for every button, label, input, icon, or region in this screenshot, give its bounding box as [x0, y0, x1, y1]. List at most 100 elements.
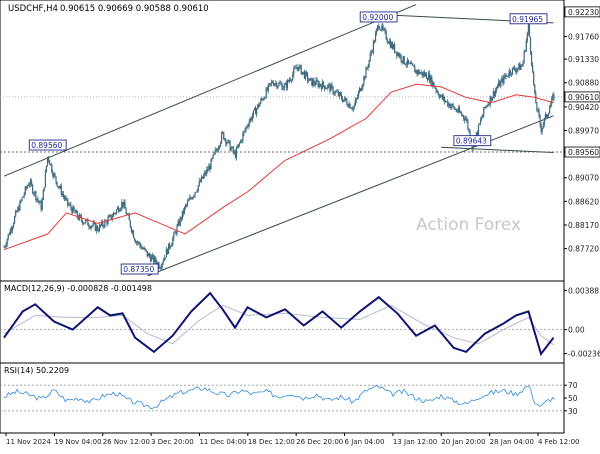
candle-body [343, 99, 345, 102]
candle-body [33, 193, 35, 194]
candle-body [12, 223, 15, 228]
candle-body [325, 88, 327, 90]
candle-body [91, 225, 93, 227]
x-tick-label: 26 Nov 12:00 [103, 438, 150, 446]
candle-body [263, 97, 265, 100]
candle-body [4, 246, 6, 248]
candle-body [115, 209, 118, 214]
candle-body [468, 128, 470, 132]
candle-body [24, 187, 26, 195]
candle-body [303, 71, 306, 79]
candle-body [312, 80, 314, 86]
candle-body [140, 245, 142, 249]
candle-body [37, 198, 39, 201]
candle-body [187, 201, 189, 205]
candle-body [477, 124, 480, 135]
candle-body [502, 78, 504, 84]
ohlc-label: 0.90615 0.90669 0.90588 0.90610 [60, 4, 209, 14]
candle-body [313, 80, 315, 85]
rsi-y-tick-label: 70 [568, 381, 578, 390]
candle-body [407, 59, 410, 64]
candle-body [419, 72, 421, 75]
candle-body [520, 66, 522, 70]
candle-body [518, 63, 520, 69]
candle-body [302, 71, 304, 73]
candle-body [169, 243, 171, 248]
candle-body [110, 214, 112, 219]
candle-body [391, 43, 394, 49]
candle-body [234, 151, 237, 158]
candle-body [532, 64, 534, 72]
watermark: Action Forex [416, 215, 521, 235]
candle-body [359, 88, 361, 92]
candle-body [481, 117, 483, 120]
candle-body [73, 206, 75, 211]
candle-body [379, 28, 381, 30]
candle-body [9, 229, 11, 235]
rsi-y-tick-label: 50 [568, 394, 578, 403]
candle-body [504, 75, 506, 77]
candle-body [100, 224, 102, 226]
candle-body [417, 70, 419, 74]
candle-body [27, 185, 30, 186]
candle-body [498, 81, 500, 87]
candle-body [171, 244, 173, 247]
candle-body [112, 213, 114, 217]
x-tick-label: 4 Feb 12:00 [538, 438, 579, 446]
macd-panel-frame [0, 280, 565, 364]
candle-body [457, 107, 459, 112]
candle-body [278, 83, 280, 87]
macd-main-line [3, 291, 555, 357]
candle-body [411, 63, 413, 65]
candle-body [85, 219, 87, 223]
candle-body [141, 248, 143, 249]
candle-body [536, 103, 538, 111]
candle-body [173, 232, 175, 239]
price-y-tick-label: 0.88620 [568, 197, 599, 206]
candle-body [98, 224, 101, 231]
candle-body [130, 227, 132, 232]
candle-body [57, 186, 59, 188]
candle-body [128, 214, 130, 221]
candle-body [149, 256, 152, 262]
candle-body [461, 115, 464, 116]
candle-body [298, 65, 300, 71]
candle-body [420, 71, 422, 73]
candle-body [39, 201, 41, 203]
candle-body [281, 84, 283, 90]
candle-body [534, 84, 536, 94]
candle-body [162, 261, 164, 264]
candle-body [144, 248, 146, 250]
macd-y-tick-label: 0.00388 [568, 286, 599, 295]
candle-body [483, 106, 485, 115]
price-annotation-box [453, 135, 492, 147]
candle-body [109, 214, 111, 216]
candle-body [455, 109, 457, 112]
candle-body [300, 65, 302, 75]
moving-average-line [3, 83, 554, 251]
candle-body [267, 84, 269, 91]
candle-body [408, 62, 411, 64]
candle-body [347, 104, 349, 108]
price-y-tick-label: 0.90420 [568, 103, 599, 112]
candle-body [40, 201, 42, 210]
candle-body [460, 112, 463, 116]
candle-body [342, 98, 344, 102]
candle-body [456, 111, 458, 112]
candle-body [283, 84, 285, 89]
candle-body [452, 104, 454, 107]
candle-body [384, 29, 386, 32]
candle-body [442, 96, 445, 100]
candle-body [96, 226, 99, 231]
candle-body [274, 83, 276, 86]
candle-body [405, 64, 407, 66]
candle-body [191, 198, 193, 200]
candle-body [209, 165, 211, 170]
candle-body [282, 88, 284, 90]
candle-body [52, 172, 54, 177]
candle-body [67, 198, 69, 205]
candle-body [228, 140, 230, 142]
candle-body [550, 103, 552, 108]
candle-body [381, 25, 383, 30]
candle-body [214, 149, 216, 153]
